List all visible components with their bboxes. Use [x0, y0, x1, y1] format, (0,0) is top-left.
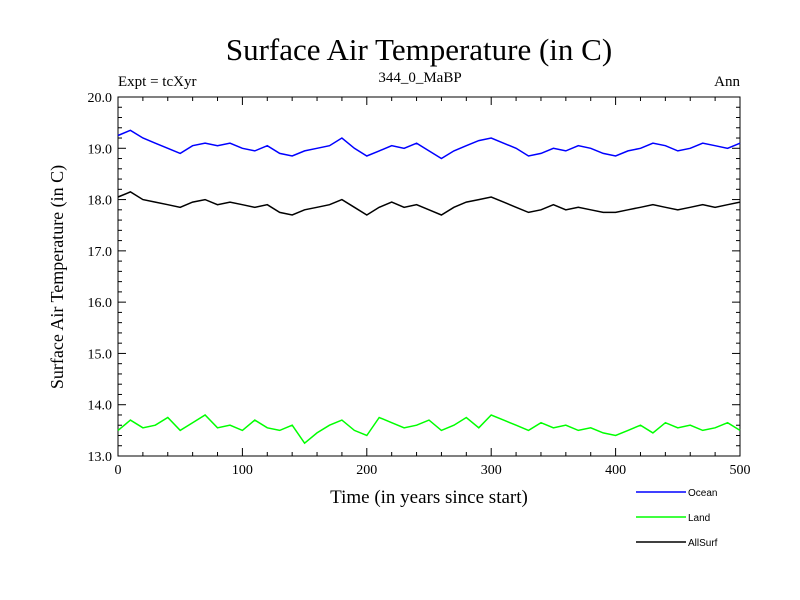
y-tick-label: 13.0: [88, 450, 113, 465]
age-label: 344_0_MaBP: [378, 70, 461, 86]
y-tick-label: 19.0: [88, 142, 113, 157]
plot-frame: [117, 96, 741, 457]
series-layer: [117, 129, 741, 445]
legend-label: AllSurf: [688, 538, 718, 549]
y-tick-label: 14.0: [88, 399, 113, 414]
series-line-ocean: [117, 129, 741, 160]
legend-item-allsurf: AllSurf: [636, 538, 718, 549]
legend-label: Ocean: [688, 488, 717, 499]
x-tick-label: 0: [115, 463, 122, 478]
legend-label: Land: [688, 513, 710, 524]
x-tick-label: 500: [730, 463, 751, 478]
legend: Ocean Land AllSurf: [636, 488, 718, 549]
x-tick-label: 400: [605, 463, 626, 478]
x-axis-label: Time (in years since start): [330, 487, 528, 508]
x-tick-label: 300: [481, 463, 502, 478]
x-tick-label: 200: [356, 463, 377, 478]
axis-ticks: 0 100 200 300 400 500 13.0 14.0 15.0 16.0 17.0 18.0…: [88, 91, 751, 478]
series-line-land: [117, 414, 741, 445]
y-tick-label: 16.0: [88, 296, 113, 311]
chart-title: Surface Air Temperature (in C): [226, 32, 612, 67]
experiment-label: Expt = tcXyr: [118, 74, 196, 90]
legend-item-land: Land: [636, 513, 710, 524]
y-tick-label: 20.0: [88, 91, 113, 106]
y-axis-label: Surface Air Temperature (in C): [47, 165, 68, 389]
y-tick-label: 15.0: [88, 347, 113, 362]
series-line-allsurf: [117, 191, 741, 216]
x-tick-label: 100: [232, 463, 253, 478]
season-label: Ann: [714, 74, 740, 90]
y-tick-label: 18.0: [88, 194, 113, 209]
y-tick-label: 17.0: [88, 245, 113, 260]
legend-item-ocean: Ocean: [636, 488, 717, 499]
